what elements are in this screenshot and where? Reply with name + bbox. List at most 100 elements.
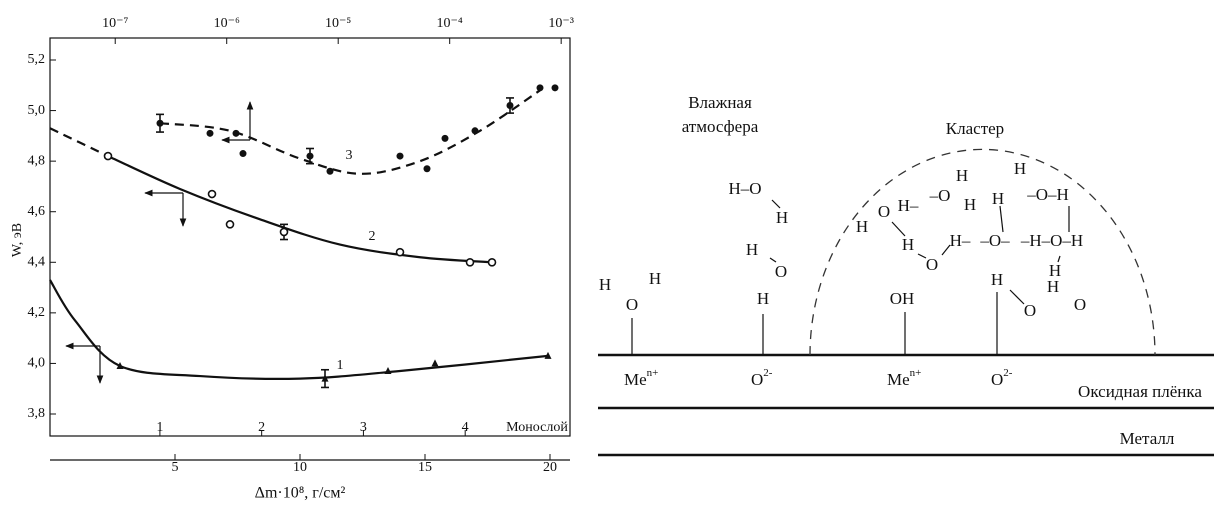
cluster-label: Кластер	[946, 119, 1004, 138]
atom-label: –O	[929, 186, 951, 205]
y-tick-label: 3,8	[28, 406, 46, 421]
surface-label-base: O	[751, 370, 763, 389]
atom-label: H	[902, 235, 914, 254]
atom-label: O	[1024, 301, 1036, 320]
fit-curve	[107, 155, 493, 264]
curve-label: 3	[346, 148, 353, 163]
atom-label: O	[626, 295, 638, 314]
bond	[917, 253, 927, 259]
atom-label: O	[775, 262, 787, 281]
x2-tick-label: 1	[156, 420, 163, 435]
bond	[771, 199, 781, 209]
atom-label: H	[1047, 277, 1059, 296]
atom-label: H	[746, 240, 758, 259]
point	[423, 165, 431, 173]
surface-label: Men+	[624, 367, 658, 389]
y-tick-label: 4,2	[28, 305, 46, 320]
point	[441, 134, 449, 142]
bond	[941, 244, 951, 256]
x-tick-label: 5	[172, 460, 179, 475]
point	[536, 84, 544, 92]
point	[225, 220, 235, 229]
metal-label: Металл	[1120, 429, 1175, 448]
bond	[1057, 255, 1061, 263]
atom-label: H	[856, 217, 868, 236]
atom-label: H	[1014, 159, 1026, 178]
atom-label: H	[956, 166, 968, 185]
curve-label: 2	[369, 229, 376, 244]
point	[306, 152, 314, 160]
oxide-label: Оксидная плёнка	[1078, 382, 1202, 401]
surface-label-charge: n+	[647, 367, 659, 379]
point	[232, 129, 240, 137]
diagram: Влажная атмосфера Кластер Оксидная плёнк…	[598, 93, 1214, 457]
atom-label: H–	[898, 196, 919, 215]
fit-curve	[49, 127, 109, 158]
point	[431, 359, 439, 367]
atom-label: O	[878, 202, 890, 221]
x3-tick-label: 10⁻⁶	[214, 16, 240, 31]
surface-label-base: O	[991, 370, 1003, 389]
x-tick-label: 10	[293, 460, 307, 475]
bond	[1009, 289, 1025, 305]
atom-label: –O–H	[1026, 185, 1069, 204]
y-tick-label: 4,0	[28, 356, 46, 371]
surface-label-base: Me	[624, 370, 647, 389]
point	[384, 367, 392, 375]
fit-curve	[49, 279, 549, 380]
atom-label: H	[1049, 261, 1061, 280]
atom-label: H	[649, 269, 661, 288]
surface-label: O2-	[751, 367, 773, 389]
humid-air-label: Влажная	[688, 93, 752, 112]
x3-tick-label: 10⁻⁵	[325, 16, 351, 31]
x-tick-label: 20	[543, 460, 557, 475]
point	[239, 150, 247, 158]
chart: W, эВ Δm·10⁸, г/см² Монослой 3,8 4,0 4,2 4,…	[10, 16, 574, 501]
point	[206, 129, 214, 137]
atom-label: H	[776, 208, 788, 227]
x2-tick-label: 3	[360, 420, 367, 435]
point	[465, 257, 475, 267]
curve-label: 1	[337, 358, 344, 373]
atom-label: H	[599, 275, 611, 294]
x2-tick-label: 2	[258, 420, 265, 435]
atom-label: H	[991, 270, 1003, 289]
atom-label: H	[992, 189, 1004, 208]
point	[116, 361, 124, 369]
point	[544, 351, 552, 359]
bond	[769, 257, 777, 263]
surface-label-charge: n+	[910, 367, 922, 379]
atom-label: O	[1074, 295, 1086, 314]
surface-label: Men+	[887, 367, 921, 389]
surface-label-charge: 2-	[1003, 367, 1013, 379]
atom-label: –H–O–H	[1020, 231, 1083, 250]
point	[103, 151, 113, 161]
atom-label: O	[926, 255, 938, 274]
atom-label: H–O	[728, 179, 761, 198]
atom-label: H	[757, 289, 769, 308]
bonds	[631, 199, 1070, 355]
point	[551, 84, 559, 92]
bond	[891, 221, 906, 237]
point	[326, 167, 334, 175]
surface-label: O2-	[991, 367, 1013, 389]
humid-air-label: атмосфера	[682, 117, 759, 136]
y-tick-label: 5,0	[28, 103, 46, 118]
x3-tick-label: 10⁻⁴	[437, 16, 463, 31]
point	[279, 227, 289, 237]
y-tick-label: 4,6	[28, 204, 46, 219]
point	[395, 247, 405, 257]
x-tick-label: 15	[418, 460, 432, 475]
bond	[999, 205, 1004, 233]
point	[506, 102, 514, 110]
point	[487, 257, 497, 267]
x-axis-label: Δm·10⁸, г/см²	[255, 485, 346, 502]
plot-frame	[49, 37, 571, 437]
point	[471, 127, 479, 135]
cluster-boundary	[809, 148, 1156, 356]
atom-label: H–	[950, 231, 971, 250]
point	[321, 374, 329, 382]
point	[156, 119, 164, 127]
atom-label: H	[964, 195, 976, 214]
